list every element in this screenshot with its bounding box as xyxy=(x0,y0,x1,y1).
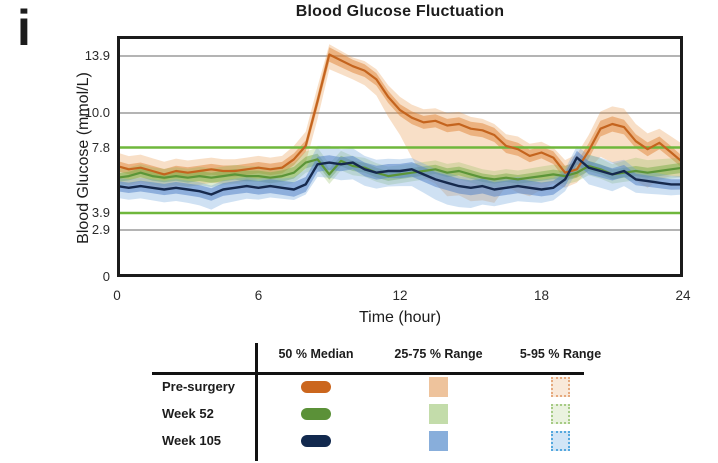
legend-row-pre-surgery: Pre-surgery xyxy=(140,373,622,400)
pre-surgery-band-5-95 xyxy=(117,44,683,203)
median-swatch xyxy=(301,434,331,447)
legend-row-week-105: Week 105 xyxy=(140,427,622,454)
legend-col-5-95: 5-95 % Range xyxy=(519,347,602,361)
legend-row-label: Week 105 xyxy=(162,433,222,448)
plot-border xyxy=(117,36,683,277)
y-tick-label: 7.8 xyxy=(91,139,110,155)
x-tick-label: 6 xyxy=(254,288,263,303)
legend-header-spacer xyxy=(140,347,256,361)
x-tick-label: 12 xyxy=(392,288,408,303)
range-5-95-swatch xyxy=(551,376,570,397)
glucose-chart xyxy=(115,36,685,277)
range-5-95-swatch xyxy=(551,430,570,451)
pre-surgery-band-25-75 xyxy=(117,47,683,180)
chart-title: Blood Glucose Fluctuation xyxy=(295,3,505,20)
legend-row-label: Pre-surgery xyxy=(162,379,235,394)
legend-row-week-52: Week 52 xyxy=(140,400,622,427)
x-tick-label: 0 xyxy=(113,288,121,303)
panel-letter-label: i xyxy=(17,0,31,56)
median-swatch xyxy=(301,380,331,393)
pre-surgery-median-line xyxy=(115,53,685,176)
week-105-median-line xyxy=(115,156,685,196)
y-tick-label: 10.0 xyxy=(84,105,110,120)
x-axis-label: Time (hour) xyxy=(358,309,442,326)
week-52-median-line xyxy=(115,158,685,181)
y-tick-label: 0 xyxy=(102,269,110,284)
plot-area xyxy=(115,36,685,277)
range-25-75-swatch xyxy=(429,403,448,424)
range-5-95-swatch xyxy=(551,403,570,424)
legend-header-row: 50 % Median 25-75 % Range 5-95 % Range xyxy=(140,347,622,361)
x-tick-label: 24 xyxy=(675,288,691,303)
range-25-75-swatch xyxy=(429,430,448,451)
x-tick-label: 18 xyxy=(533,288,550,303)
legend-table: 50 % Median 25-75 % Range 5-95 % Range P… xyxy=(140,341,622,463)
y-tick-label: 2.9 xyxy=(91,222,110,237)
legend-col-median: 50 % Median xyxy=(278,347,354,361)
y-tick-label: 13.9 xyxy=(84,48,110,63)
median-swatch xyxy=(301,407,331,420)
range-25-75-swatch xyxy=(429,376,448,397)
legend-row-label: Week 52 xyxy=(162,406,214,421)
legend-header-rule xyxy=(152,372,584,375)
legend-col-25-75: 25-75 % Range xyxy=(394,347,483,361)
legend-vertical-divider xyxy=(255,343,258,461)
y-tick-label: 3.9 xyxy=(91,205,110,220)
